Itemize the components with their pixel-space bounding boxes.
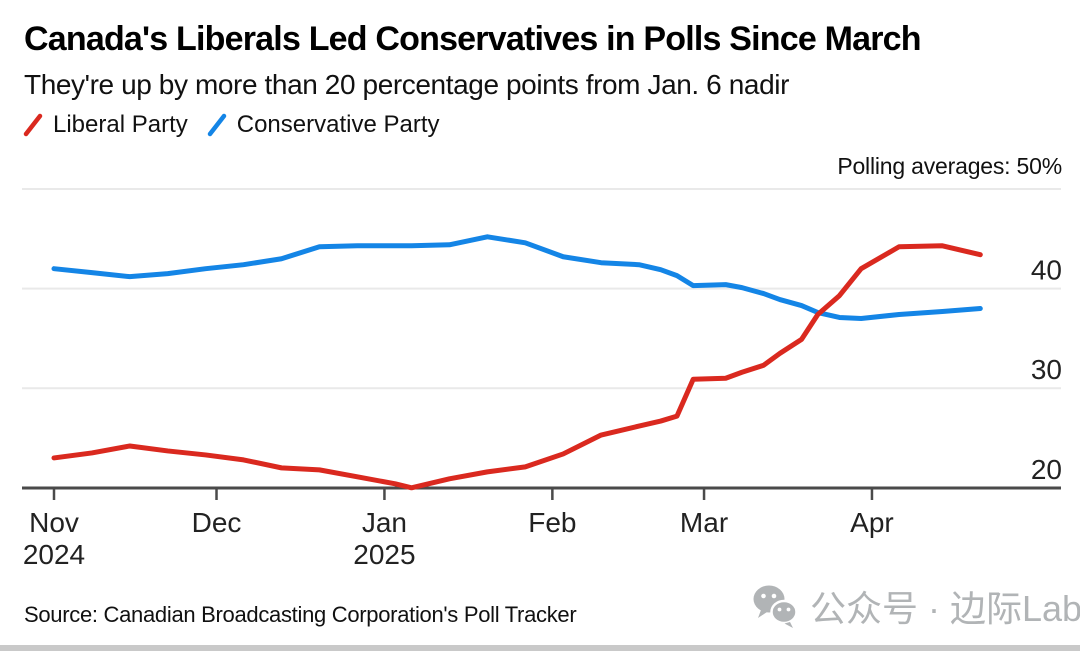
liberal-party-slash-icon bbox=[23, 113, 43, 137]
legend-item-liberal: Liberal Party bbox=[22, 111, 188, 139]
x-year-label-2024: 2024 bbox=[23, 539, 85, 570]
bottom-scrollbar bbox=[0, 645, 1080, 651]
x-tick-label-nov: Nov bbox=[29, 507, 79, 538]
chart-subtitle: They're up by more than 20 percentage po… bbox=[24, 69, 789, 100]
x-tick-label-jan: Jan bbox=[362, 507, 407, 538]
conservative-party-slash-icon bbox=[207, 113, 226, 137]
y-tick-label-20: 20 bbox=[1031, 454, 1062, 485]
conservative-line bbox=[51, 234, 983, 321]
polling-averages-note: Polling averages: 50% bbox=[837, 153, 1062, 179]
watermark: 公众号 · 边际Lab bbox=[750, 580, 1080, 632]
x-year-label-2025: 2025 bbox=[353, 539, 415, 570]
x-tick-label-mar: Mar bbox=[680, 507, 728, 538]
source-text: Source: Canadian Broadcasting Corporatio… bbox=[24, 602, 577, 627]
y-tick-label-40: 40 bbox=[1031, 255, 1062, 286]
wechat-icon bbox=[753, 585, 798, 628]
legend-label-liberal: Liberal Party bbox=[53, 111, 188, 138]
legend: Liberal Party Conservative Party bbox=[22, 111, 439, 139]
y-tick-label-30: 30 bbox=[1031, 354, 1062, 385]
x-tick-label-feb: Feb bbox=[528, 507, 576, 538]
legend-label-conservative: Conservative Party bbox=[236, 111, 440, 138]
watermark-text: 公众号 · 边际Lab bbox=[810, 588, 1080, 629]
liberal-line bbox=[51, 243, 983, 491]
x-tick-label-dec: Dec bbox=[192, 507, 242, 538]
x-tick-label-apr: Apr bbox=[850, 507, 894, 538]
chart-title: Canada's Liberals Led Conservatives in P… bbox=[24, 20, 922, 58]
legend-item-conservative: Conservative Party bbox=[206, 111, 440, 139]
